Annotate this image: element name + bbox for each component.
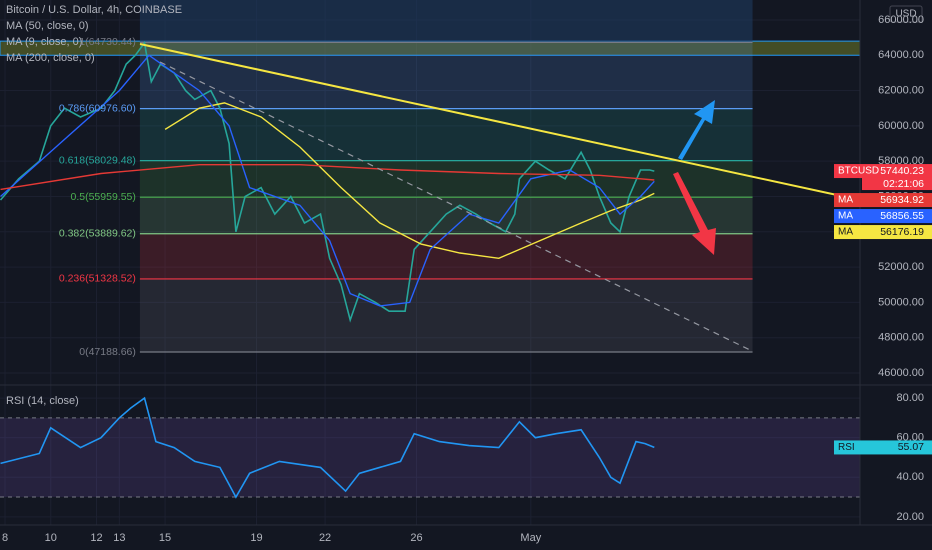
countdown: 02:21:06 xyxy=(883,178,924,190)
x-tick-label: 19 xyxy=(250,532,262,544)
fib-band xyxy=(139,233,753,279)
fib-label: 0.5(55959.55) xyxy=(71,191,136,203)
x-tick-label: May xyxy=(520,532,541,544)
fib-label: 1(64730.44) xyxy=(79,36,136,48)
fib-band xyxy=(139,278,753,353)
price-tag xyxy=(834,440,932,455)
price-tag-value: 56856.55 xyxy=(880,210,924,222)
price-tag-name: MA xyxy=(838,195,853,206)
price-tag xyxy=(834,164,932,179)
price-tag-name: MA xyxy=(838,211,853,222)
price-tag-name: BTCUSD xyxy=(838,166,879,177)
y-tick-label: 52000.00 xyxy=(878,261,924,273)
y-tick-label: 64000.00 xyxy=(878,49,924,61)
fib-label: 0.236(51328.52) xyxy=(59,273,136,285)
fib-band xyxy=(139,42,753,109)
fib-label: 0.618(58029.48) xyxy=(59,154,136,166)
series-line xyxy=(0,54,655,307)
x-tick-label: 8 xyxy=(2,532,8,544)
legend-entry: MA (9, close, 0) xyxy=(6,36,82,48)
price-tag-value: 55.07 xyxy=(898,441,924,453)
y-tick-label: 46000.00 xyxy=(878,367,924,379)
down-arrow xyxy=(673,172,716,255)
fib-top-band xyxy=(139,0,753,43)
series-line xyxy=(0,164,655,191)
y-tick-label: 40.00 xyxy=(896,471,924,483)
rsi-band xyxy=(0,417,860,498)
series-line xyxy=(0,396,655,499)
countdown-bg xyxy=(862,177,932,191)
y-tick-label: 50000.00 xyxy=(878,296,924,308)
fib-band xyxy=(139,108,753,161)
x-tick-label: 10 xyxy=(45,532,57,544)
price-tag-value: 57440.23 xyxy=(880,165,924,177)
price-tag xyxy=(834,193,932,208)
chart-title: Bitcoin / U.S. Dollar, 4h, COINBASE xyxy=(6,4,182,16)
price-tag xyxy=(834,225,932,240)
up-arrow xyxy=(678,100,715,160)
price-tag-value: 56176.19 xyxy=(880,226,924,238)
price-tag-value: 56934.92 xyxy=(880,194,924,206)
fib-label: 0.382(53889.62) xyxy=(59,228,136,240)
x-tick-label: 15 xyxy=(159,532,171,544)
x-tick-label: 22 xyxy=(319,532,331,544)
trend-line xyxy=(139,43,861,201)
x-tick-label: 12 xyxy=(90,532,102,544)
plot-layer xyxy=(0,0,861,525)
fib-label: 0(47188.66) xyxy=(79,346,136,358)
fib-label: 0.786(60976.60) xyxy=(59,102,136,114)
currency-badge[interactable] xyxy=(889,5,923,23)
fib-band xyxy=(139,197,753,234)
currency: USD xyxy=(895,9,916,20)
y-tick-label: 48000.00 xyxy=(878,332,924,344)
y-tick-label: 80.00 xyxy=(896,392,924,404)
y-tick-label: 60000.00 xyxy=(878,120,924,132)
legend-entry: MA (200, close, 0) xyxy=(6,52,95,64)
rsi-title: RSI (14, close) xyxy=(6,395,79,407)
price-tag xyxy=(834,209,932,224)
price-tag-name: MA xyxy=(838,227,853,238)
legend-entry: MA (50, close, 0) xyxy=(6,20,89,32)
price-tag-name: RSI xyxy=(838,442,855,453)
y-tick-label: 20.00 xyxy=(896,511,924,523)
x-tick-label: 13 xyxy=(113,532,125,544)
series-line xyxy=(164,102,655,260)
x-tick-label: 26 xyxy=(410,532,422,544)
y-tick-label: 66000.00 xyxy=(878,14,924,26)
y-tick-label: 62000.00 xyxy=(878,84,924,96)
